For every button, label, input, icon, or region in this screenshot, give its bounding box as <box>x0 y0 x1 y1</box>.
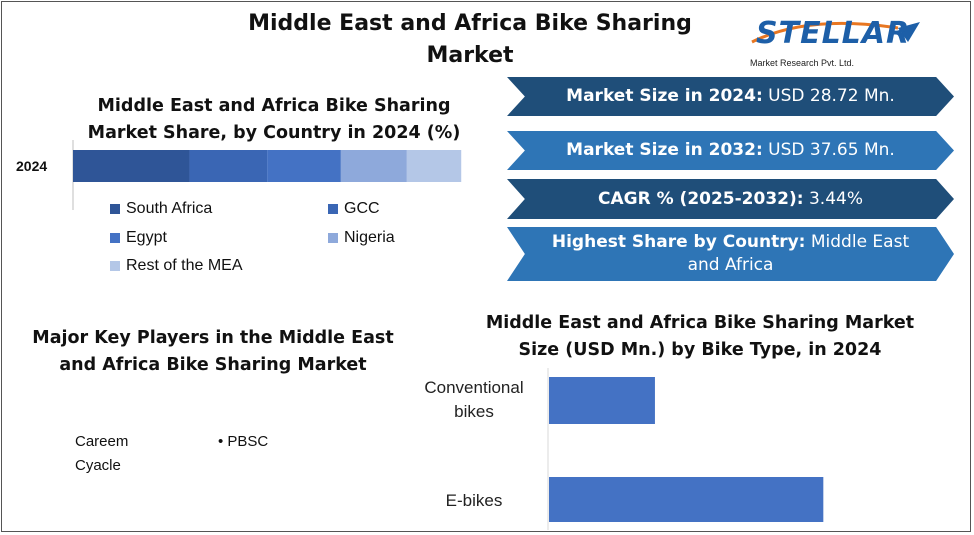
biketype-chart-title: Middle East and Africa Bike Sharing Mark… <box>485 313 915 360</box>
bike-category-label: E-bikes <box>446 491 503 510</box>
legend-item: South Africa <box>110 200 212 218</box>
players-title: Major Key Players in the Middle East and… <box>32 328 394 375</box>
legend-item: Nigeria <box>328 229 395 247</box>
share-segment <box>73 150 190 182</box>
player-item: Cyacle <box>75 457 121 474</box>
legend-item: Rest of the MEA <box>110 257 243 275</box>
stat-label: Market Size in 2024: <box>566 86 763 106</box>
legend-swatch <box>328 233 338 243</box>
stat-market-size-2024: Market Size in 2024: USD 28.72 Mn. <box>507 77 954 116</box>
stat-label: Market Size in 2032: <box>566 140 763 160</box>
share-segment <box>406 150 462 182</box>
legend-label: Egypt <box>126 229 167 246</box>
share-segment <box>267 150 341 182</box>
legend-swatch <box>328 204 338 214</box>
share-category-label: 2024 <box>16 158 47 174</box>
stat-label: Highest Share by Country: <box>551 232 806 252</box>
player-item: Careem <box>75 433 129 450</box>
legend-swatch <box>110 233 120 243</box>
stat-value: Middle East and Africa <box>687 232 910 275</box>
share-segment <box>340 150 407 182</box>
logo-tagline: Market Research Pvt. Ltd. <box>750 58 855 68</box>
bike-category-label: Conventional bikes <box>424 378 523 421</box>
stat-value: 3.44% <box>808 188 863 209</box>
legend-item: Egypt <box>110 229 167 247</box>
legend-label: South Africa <box>126 200 213 217</box>
legend-label: GCC <box>344 200 380 217</box>
bike-bar <box>549 477 824 522</box>
legend-swatch <box>110 204 120 214</box>
legend-label: Nigeria <box>344 229 395 246</box>
share-chart-title: Middle East and Africa Bike Sharing Mark… <box>87 96 461 143</box>
stat-label: CAGR % (2025-2032): <box>598 188 804 209</box>
bike-bar <box>549 377 655 424</box>
stat-cagr: CAGR % (2025-2032): 3.44% <box>507 179 954 219</box>
player-name: PBSC <box>227 433 269 450</box>
stat-highest-share: Highest Share by Country: Middle East an… <box>507 227 954 281</box>
page-title: Middle East and Africa Bike Sharing Mark… <box>248 11 692 68</box>
legend-swatch <box>110 261 120 271</box>
logo-wordmark: STELLAR <box>756 16 911 51</box>
share-stacked-bar-chart: 2024 <box>16 140 462 210</box>
legend-item: GCC <box>328 200 380 218</box>
stat-value: USD 28.72 Mn. <box>768 86 895 106</box>
legend-label: Rest of the MEA <box>126 257 243 274</box>
player-item: • PBSC <box>218 433 269 450</box>
stellar-logo: STELLAR Market Research Pvt. Ltd. <box>748 12 928 72</box>
share-segment <box>189 150 268 182</box>
stat-market-size-2032: Market Size in 2032: USD 37.65 Mn. <box>507 131 954 170</box>
logo-swoosh-icon <box>751 21 920 44</box>
stat-value: USD 37.65 Mn. <box>768 140 895 160</box>
